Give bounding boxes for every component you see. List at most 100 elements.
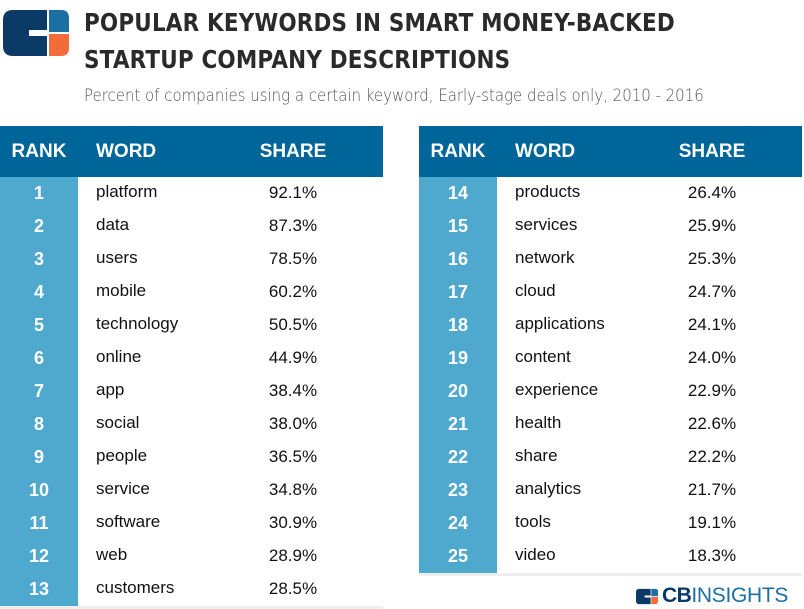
- share-cell: 44.9%: [268, 347, 318, 367]
- footer-brand: CB INSIGHTS: [636, 584, 788, 608]
- word-cell: applications: [515, 313, 605, 333]
- word-cell: services: [515, 214, 578, 234]
- share-cell: 38.0%: [268, 413, 318, 433]
- word-cell: health: [515, 412, 562, 432]
- rank-cell: 21: [419, 408, 497, 441]
- rank-cell: 4: [0, 276, 78, 309]
- share-cell: 36.5%: [268, 446, 318, 466]
- word-cell: analytics: [515, 478, 582, 498]
- keyword-table-left: RANK WORD SHARE 1 platform 92.1% 2 data 87.3%…: [0, 126, 383, 609]
- word-cell: users: [96, 247, 138, 267]
- rank-cell: 10: [0, 474, 78, 507]
- rank-cell: 8: [0, 408, 78, 441]
- word-cell: customers: [96, 577, 175, 597]
- table-header: RANK WORD SHARE: [419, 126, 802, 177]
- table-row: 21 health 22.6%: [419, 408, 802, 441]
- share-cell: 87.3%: [268, 215, 318, 235]
- share-cell: 19.1%: [687, 512, 737, 532]
- share-cell: 22.6%: [687, 413, 737, 433]
- word-cell: people: [96, 445, 148, 465]
- rank-cell: 7: [0, 375, 78, 408]
- table-row: 15 services 25.9%: [419, 210, 802, 243]
- word-cell: app: [96, 379, 125, 399]
- share-cell: 18.3%: [687, 545, 737, 565]
- word-cell: service: [96, 478, 150, 498]
- rank-cell: 19: [419, 342, 497, 375]
- table-row: 3 users 78.5%: [0, 243, 383, 276]
- word-cell: mobile: [96, 280, 147, 300]
- rank-cell: 2: [0, 210, 78, 243]
- word-cell: technology: [96, 313, 179, 333]
- table-row: 16 network 25.3%: [419, 243, 802, 276]
- rank-cell: 15: [419, 210, 497, 243]
- word-cell: software: [96, 511, 161, 531]
- rank-cell: 1: [0, 177, 78, 210]
- share-cell: 28.9%: [268, 545, 318, 565]
- column-header-rank: RANK: [430, 140, 486, 162]
- share-cell: 50.5%: [268, 314, 318, 334]
- table-body: 1 platform 92.1% 2 data 87.3% 3 users 78.5% 4 mobi…: [0, 177, 383, 609]
- rank-cell: 14: [419, 177, 497, 210]
- word-cell: share: [515, 445, 558, 465]
- rank-cell: 17: [419, 276, 497, 309]
- rank-cell: 25: [419, 540, 497, 573]
- column-header-share: SHARE: [259, 140, 327, 162]
- word-cell: web: [96, 544, 128, 564]
- table-header: RANK WORD SHARE: [0, 126, 383, 177]
- brand-insights: INSIGHTS: [691, 584, 789, 607]
- share-cell: 92.1%: [268, 182, 318, 202]
- table-row: 4 mobile 60.2%: [0, 276, 383, 309]
- share-cell: 21.7%: [687, 479, 737, 499]
- rank-cell: 22: [419, 441, 497, 474]
- share-cell: 34.8%: [268, 479, 318, 499]
- rank-cell: 6: [0, 342, 78, 375]
- share-cell: 24.0%: [687, 347, 737, 367]
- share-cell: 24.7%: [687, 281, 737, 301]
- table-row: 2 data 87.3%: [0, 210, 383, 243]
- share-cell: 22.2%: [687, 446, 737, 466]
- table-row: 7 app 38.4%: [0, 375, 383, 408]
- word-cell: cloud: [515, 280, 556, 300]
- table-row: 1 platform 92.1%: [0, 177, 383, 210]
- keyword-table-right: RANK WORD SHARE 14 products 26.4% 15 service…: [419, 126, 802, 576]
- brand-cb: CB: [662, 584, 692, 607]
- rank-cell: 9: [0, 441, 78, 474]
- subtitle: Percent of companies using a certain key…: [84, 86, 704, 106]
- table-row: 25 video 18.3%: [419, 540, 802, 573]
- rank-cell: 18: [419, 309, 497, 342]
- table-row: 9 people 36.5%: [0, 441, 383, 474]
- title-line-1: POPULAR KEYWORDS IN SMART MONEY-BACKED: [84, 8, 675, 37]
- column-header-word: WORD: [515, 140, 576, 162]
- column-header-share: SHARE: [678, 140, 746, 162]
- page-title: POPULAR KEYWORDS IN SMART MONEY-BACKED S…: [84, 4, 675, 78]
- rank-cell: 24: [419, 507, 497, 540]
- word-cell: data: [96, 214, 130, 234]
- word-cell: content: [515, 346, 571, 366]
- rank-cell: 23: [419, 474, 497, 507]
- cb-insights-logo-icon: [3, 10, 69, 56]
- share-cell: 25.3%: [687, 248, 737, 268]
- share-cell: 38.4%: [268, 380, 318, 400]
- table-row: 18 applications 24.1%: [419, 309, 802, 342]
- share-cell: 25.9%: [687, 215, 737, 235]
- table-row: 8 social 38.0%: [0, 408, 383, 441]
- table-row: 23 analytics 21.7%: [419, 474, 802, 507]
- table-row: 11 software 30.9%: [0, 507, 383, 540]
- rank-cell: 20: [419, 375, 497, 408]
- share-cell: 60.2%: [268, 281, 318, 301]
- share-cell: 78.5%: [268, 248, 318, 268]
- table-row: 6 online 44.9%: [0, 342, 383, 375]
- table-row: 19 content 24.0%: [419, 342, 802, 375]
- share-cell: 24.1%: [687, 314, 737, 334]
- table-body: 14 products 26.4% 15 services 25.9% 16 network 2…: [419, 177, 802, 576]
- rank-cell: 13: [0, 573, 78, 606]
- word-cell: video: [515, 544, 556, 564]
- table-row: 10 service 34.8%: [0, 474, 383, 507]
- cb-insights-mark-icon: [636, 588, 658, 604]
- share-cell: 26.4%: [687, 182, 737, 202]
- share-cell: 28.5%: [268, 578, 318, 598]
- table-row: 14 products 26.4%: [419, 177, 802, 210]
- word-cell: tools: [515, 511, 551, 531]
- table-row: 20 experience 22.9%: [419, 375, 802, 408]
- table-row: 17 cloud 24.7%: [419, 276, 802, 309]
